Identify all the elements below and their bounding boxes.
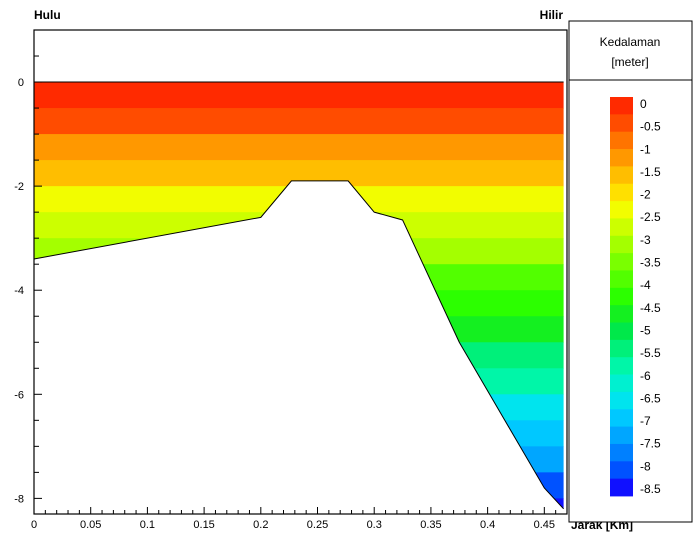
legend-swatches: 0 -0.5 -1 -1.5 -2 -2.5 -3 -3.5 -4 -4.5 -5 -5.5 -6 -6.…: [610, 97, 661, 497]
x-tick-label: 0.2: [253, 519, 268, 531]
depth-band: [34, 264, 564, 291]
legend-swatch: [610, 478, 633, 497]
legend-title-line2: [meter]: [611, 55, 648, 69]
y-tick-label: -2: [14, 181, 24, 193]
y-tick-label: -6: [14, 389, 24, 401]
legend-title-line1: Kedalaman: [600, 35, 661, 49]
legend-level-label: -5.5: [640, 346, 661, 360]
x-tick-label: 0.25: [307, 519, 328, 531]
legend-swatch: [610, 391, 633, 410]
x-tick-label: 0.15: [193, 519, 214, 531]
legend-swatch: [610, 426, 633, 445]
plot-frame: [33, 29, 568, 515]
x-tick-label: 0.1: [140, 519, 155, 531]
depth-band: [34, 472, 564, 499]
legend-swatch: [610, 114, 633, 133]
legend-swatch: [610, 287, 633, 306]
depth-bands: [34, 82, 564, 509]
legend-level-label: -4.5: [640, 301, 661, 315]
x-tick-label: 0.05: [80, 519, 101, 531]
legend-level-label: -6: [640, 369, 651, 383]
depth-band: [34, 134, 564, 161]
legend-level-label: -8: [640, 459, 651, 473]
legend-swatch: [610, 270, 633, 289]
legend-swatch: [610, 218, 633, 237]
top-right-label: Hilir: [540, 8, 564, 22]
bed-profile-line: [33, 180, 564, 510]
legend-level-label: -1: [640, 142, 651, 156]
depth-band: [34, 82, 564, 109]
legend-level-label: -6.5: [640, 391, 661, 405]
legend: Kedalaman [meter] 0 -0.5 -1 -1.5 -2 -2.5 -3 -3.…: [568, 20, 693, 523]
top-left-label: Hulu: [34, 8, 61, 22]
y-tick-label: 0: [18, 77, 24, 89]
legend-level-label: -0.5: [640, 120, 661, 134]
plot-area: [33, 81, 564, 510]
legend-swatch: [610, 409, 633, 428]
depth-band: [34, 420, 564, 447]
legend-swatch: [610, 322, 633, 341]
x-tick-label: 0.3: [367, 519, 382, 531]
legend-swatch: [610, 131, 633, 150]
legend-level-label: -3: [640, 233, 651, 247]
depth-band: [34, 186, 564, 213]
depth-band: [34, 342, 564, 369]
y-tick-label: -4: [14, 285, 24, 297]
legend-level-label: -3.5: [640, 256, 661, 270]
legend-swatch: [610, 305, 633, 323]
legend-level-label: -7: [640, 414, 651, 428]
legend-swatch: [610, 357, 633, 375]
legend-swatch: [610, 149, 633, 167]
depth-band: [34, 368, 564, 395]
x-tick-label: 0.4: [480, 519, 495, 531]
legend-swatch: [610, 201, 633, 219]
axes: 0 0.05 0.1 0.15 0.2 0.25 0.3 0.35 0.4 0.45 0 -2 -4 -6…: [14, 29, 568, 531]
legend-swatch: [610, 443, 633, 462]
legend-swatch: [610, 183, 633, 202]
depth-band: [34, 316, 564, 343]
legend-level-label: -7.5: [640, 437, 661, 451]
depth-band: [34, 394, 564, 421]
legend-swatch: [610, 461, 633, 480]
x-tick-label: 0.35: [420, 519, 441, 531]
depth-band: [34, 212, 564, 239]
legend-swatch: [610, 374, 633, 393]
depth-band: [34, 290, 564, 317]
depth-band: [34, 238, 564, 265]
legend-level-label: -2: [640, 188, 651, 202]
y-tick-label: -8: [14, 493, 24, 505]
legend-level-label: 0: [640, 97, 647, 111]
x-tick-label: 0.45: [534, 519, 555, 531]
legend-swatch: [610, 339, 633, 358]
legend-level-label: -8.5: [640, 482, 661, 496]
legend-swatch: [610, 253, 633, 271]
depth-band: [34, 108, 564, 135]
legend-level-label: -4: [640, 278, 651, 292]
legend-swatch: [610, 166, 633, 185]
legend-swatch: [610, 97, 633, 115]
depth-band: [34, 160, 564, 187]
legend-level-label: -2.5: [640, 210, 661, 224]
legend-level-label: -5: [640, 323, 651, 337]
x-tick-label: 0: [31, 519, 37, 531]
legend-level-label: -1.5: [640, 165, 661, 179]
depth-band: [34, 446, 564, 473]
legend-swatch: [610, 235, 633, 254]
